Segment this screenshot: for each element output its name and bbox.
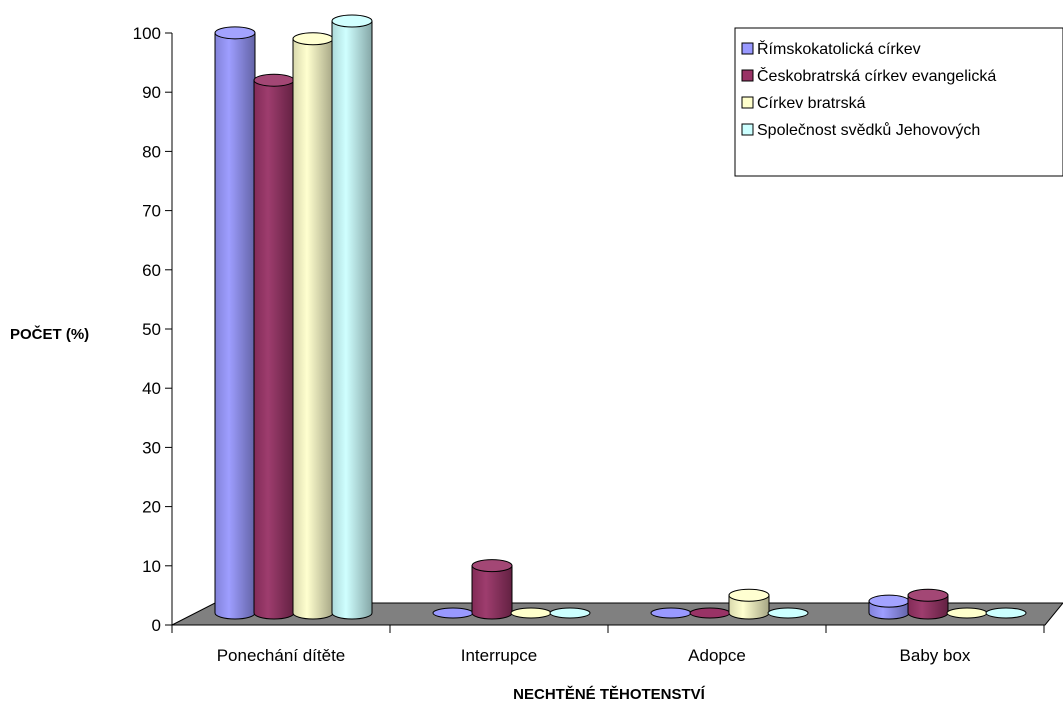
legend: Římskokatolická církev Českobratrská círk… <box>734 27 1063 177</box>
legend-swatch <box>741 69 754 82</box>
legend-entry: Českobratrská církev evangelická <box>757 66 996 85</box>
bar <box>253 73 295 620</box>
y-tick-label: 40 <box>142 379 161 398</box>
legend-entry: Společnost svědků Jehovových <box>757 121 980 139</box>
y-tick-label: 0 <box>152 616 161 635</box>
bar <box>985 607 1027 619</box>
x-tick-label: Interrupce <box>461 646 538 665</box>
bar <box>650 607 692 619</box>
bar <box>214 26 256 620</box>
bar <box>946 607 988 619</box>
x-tick-label: Baby box <box>900 646 971 665</box>
bars <box>214 14 1027 620</box>
legend-entry: Římskokatolická církev <box>757 39 921 58</box>
axes: 0 10 20 30 40 50 60 70 80 90 100 Ponechání dítěte In… <box>133 24 1045 665</box>
labels: POČET (%) NECHTĚNÉ TĚHOTENSTVÍ <box>10 325 706 703</box>
bar <box>510 607 552 619</box>
y-tick-label: 70 <box>142 202 161 221</box>
legend-entry: Církev bratrská <box>757 95 866 112</box>
bar <box>471 559 513 620</box>
legend-swatch <box>741 96 754 109</box>
x-axis-title: NECHTĚNÉ TĚHOTENSTVÍ <box>513 685 706 703</box>
bar <box>549 607 591 619</box>
bar <box>689 607 731 619</box>
y-tick-label: 90 <box>142 83 161 102</box>
y-tick-label: 100 <box>133 24 161 43</box>
x-tick-label: Adopce <box>688 646 746 665</box>
bar <box>331 14 373 620</box>
bar <box>907 588 949 620</box>
legend-swatch <box>741 123 754 136</box>
bar <box>728 588 770 620</box>
bar <box>868 594 910 620</box>
bar <box>432 607 474 619</box>
y-tick-label: 60 <box>142 261 161 280</box>
y-tick-label: 10 <box>142 557 161 576</box>
y-tick-label: 50 <box>142 320 161 339</box>
x-tick-label: Ponechání dítěte <box>217 646 346 665</box>
y-tick-label: 20 <box>142 498 161 517</box>
bar <box>292 32 334 620</box>
legend-box <box>734 27 1063 177</box>
y-tick-label: 80 <box>142 142 161 161</box>
bar <box>767 607 809 619</box>
y-axis-title: POČET (%) <box>10 325 89 343</box>
y-tick-label: 30 <box>142 438 161 457</box>
legend-swatch <box>741 42 754 55</box>
